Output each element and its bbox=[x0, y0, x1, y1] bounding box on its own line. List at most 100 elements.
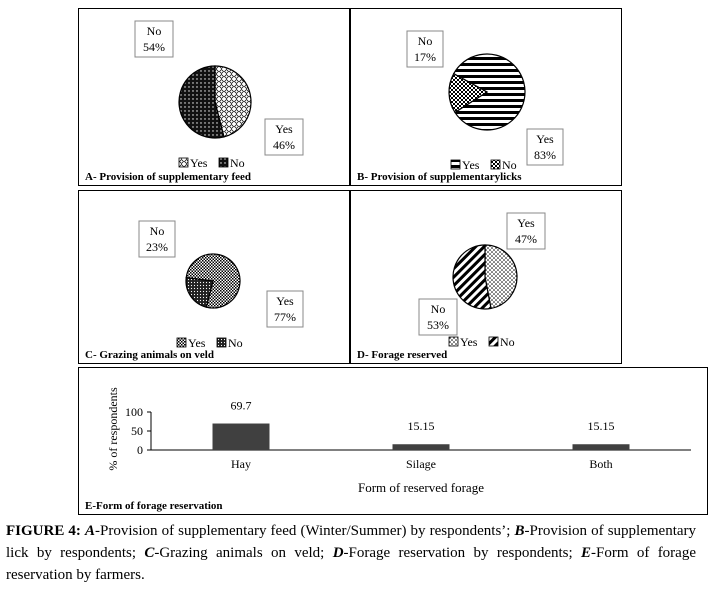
x-tick-label: Hay bbox=[231, 457, 251, 471]
legend-item-yes: Yes bbox=[450, 158, 480, 172]
callout-box bbox=[134, 20, 174, 58]
pie-slice-no bbox=[178, 65, 225, 139]
legend: Yes No bbox=[448, 335, 515, 349]
data-label-text: 77% bbox=[274, 310, 296, 324]
figure-caption: FIGURE 4: A-Provision of supplementary f… bbox=[6, 520, 696, 586]
chart-panel-e: 0 50 100 % of respondents 69.7 Hay 15.15 Silage… bbox=[78, 367, 708, 515]
legend-swatch bbox=[218, 157, 229, 168]
y-tick-label: 50 bbox=[131, 424, 143, 438]
legend: Yes No bbox=[176, 336, 243, 350]
pie-chart-b: Yes 83% No 17% Yes No bbox=[406, 30, 564, 172]
data-label-yes: Yes 46% bbox=[264, 118, 304, 156]
bar-data-label: 15.15 bbox=[588, 419, 615, 433]
panel-title: D- Forage reserved bbox=[357, 349, 448, 361]
callout-box bbox=[526, 128, 564, 166]
data-label-text: 46% bbox=[273, 138, 295, 152]
legend-label: No bbox=[230, 156, 245, 170]
bar-chart-e: 0 50 100 % of respondents 69.7 Hay 15.15 Silage… bbox=[106, 387, 691, 495]
legend-swatch bbox=[176, 337, 187, 348]
pie-slice-yes bbox=[484, 244, 518, 310]
legend-label: Yes bbox=[462, 158, 480, 172]
y-tick-label: 0 bbox=[137, 443, 143, 457]
legend-item-yes: Yes bbox=[448, 335, 478, 349]
data-label-no: No 23% bbox=[138, 220, 176, 258]
data-label-text: 83% bbox=[534, 148, 556, 162]
data-label-text: Yes bbox=[276, 294, 294, 308]
data-label-text: 53% bbox=[427, 318, 449, 332]
data-label-text: No bbox=[147, 24, 162, 38]
caption-key-c: C bbox=[144, 545, 155, 561]
data-label-text: 54% bbox=[143, 40, 165, 54]
callout-box bbox=[506, 212, 546, 250]
pie-chart-d: Yes 47% No 53% Yes No bbox=[418, 212, 546, 349]
legend-item-no: No bbox=[218, 156, 245, 170]
panel-title: E-Form of forage reservation bbox=[85, 500, 223, 512]
legend-item-yes: Yes bbox=[178, 156, 208, 170]
data-label-yes: Yes 47% bbox=[506, 212, 546, 250]
legend: Yes No bbox=[450, 158, 517, 172]
y-axis-label: % of respondents bbox=[106, 387, 120, 471]
data-label-no: No 53% bbox=[418, 298, 458, 336]
caption-text-c: -Grazing animals on veld; bbox=[154, 545, 325, 561]
callout-box bbox=[418, 298, 458, 336]
legend-swatch bbox=[490, 159, 501, 170]
bar-hay bbox=[212, 423, 270, 450]
pie-slice-no bbox=[452, 244, 492, 310]
legend-item-no: No bbox=[488, 335, 515, 349]
data-label-text: No bbox=[431, 302, 446, 316]
data-label-text: 17% bbox=[414, 50, 436, 64]
data-label-text: Yes bbox=[275, 122, 293, 136]
bar-silage bbox=[392, 444, 450, 450]
legend-swatch bbox=[450, 159, 461, 170]
pie-slice-no bbox=[448, 72, 489, 114]
pie-slice-yes bbox=[452, 53, 526, 131]
caption-text-d: -Forage reservation by respondents; bbox=[343, 545, 573, 561]
pie-slice-yes bbox=[214, 65, 252, 138]
caption-key-d: D bbox=[332, 545, 344, 561]
legend-item-yes: Yes bbox=[176, 336, 206, 350]
figure-label: FIGURE 4: bbox=[6, 523, 81, 539]
chart-panel-a: Yes 46% No 54% Yes No A- Provision of supplem… bbox=[78, 8, 350, 186]
legend-label: Yes bbox=[188, 336, 206, 350]
callout-box bbox=[266, 290, 304, 328]
pie-chart-a: Yes 46% No 54% Yes No bbox=[134, 20, 304, 170]
data-label-text: Yes bbox=[536, 132, 554, 146]
caption-text-b: -Provision of supplementary lick by resp… bbox=[6, 523, 697, 561]
data-label-text: 47% bbox=[515, 232, 537, 246]
caption-text-e: -Form of forage reservation by farmers. bbox=[6, 545, 696, 583]
legend-label: No bbox=[500, 335, 515, 349]
legend-item-no: No bbox=[490, 158, 517, 172]
bar-data-label: 15.15 bbox=[408, 419, 435, 433]
x-axis-label: Form of reserved forage bbox=[358, 480, 484, 495]
pie-chart-c: Yes 77% No 23% Yes No bbox=[138, 220, 304, 350]
caption-key-b: B bbox=[514, 523, 525, 539]
legend-swatch bbox=[216, 337, 227, 348]
callout-box bbox=[138, 220, 176, 258]
panel-title: A- Provision of supplementary feed bbox=[85, 171, 252, 183]
x-tick-label: Silage bbox=[406, 457, 436, 471]
data-label-yes: Yes 77% bbox=[266, 290, 304, 328]
legend: Yes No bbox=[178, 156, 245, 170]
panel-title: C- Grazing animals on veld bbox=[85, 349, 214, 361]
legend-item-no: No bbox=[216, 336, 243, 350]
legend-label: No bbox=[228, 336, 243, 350]
caption-key-a: A bbox=[85, 523, 96, 539]
chart-panel-c: Yes 77% No 23% Yes No C- Grazing animals on v… bbox=[78, 190, 350, 364]
data-label-no: No 54% bbox=[134, 20, 174, 58]
panel-title: B- Provision of supplementarylicks bbox=[357, 171, 522, 183]
bar-data-label: 69.7 bbox=[231, 399, 252, 413]
pie-slice-no bbox=[185, 276, 214, 308]
chart-panel-b: Yes 83% No 17% Yes No B- Provision of supplem… bbox=[350, 8, 622, 186]
data-label-yes: Yes 83% bbox=[526, 128, 564, 166]
callout-box bbox=[406, 30, 444, 68]
data-label-no: No 17% bbox=[406, 30, 444, 68]
y-tick-label: 100 bbox=[125, 405, 143, 419]
x-tick-label: Both bbox=[589, 457, 612, 471]
caption-key-e: E bbox=[581, 545, 592, 561]
data-label-text: Yes bbox=[517, 216, 535, 230]
caption-text-a: -Provision of supplementary feed (Winter… bbox=[95, 523, 511, 539]
data-label-text: 23% bbox=[146, 240, 168, 254]
legend-label: Yes bbox=[460, 335, 478, 349]
bar-both bbox=[572, 444, 630, 450]
legend-label: No bbox=[502, 158, 517, 172]
